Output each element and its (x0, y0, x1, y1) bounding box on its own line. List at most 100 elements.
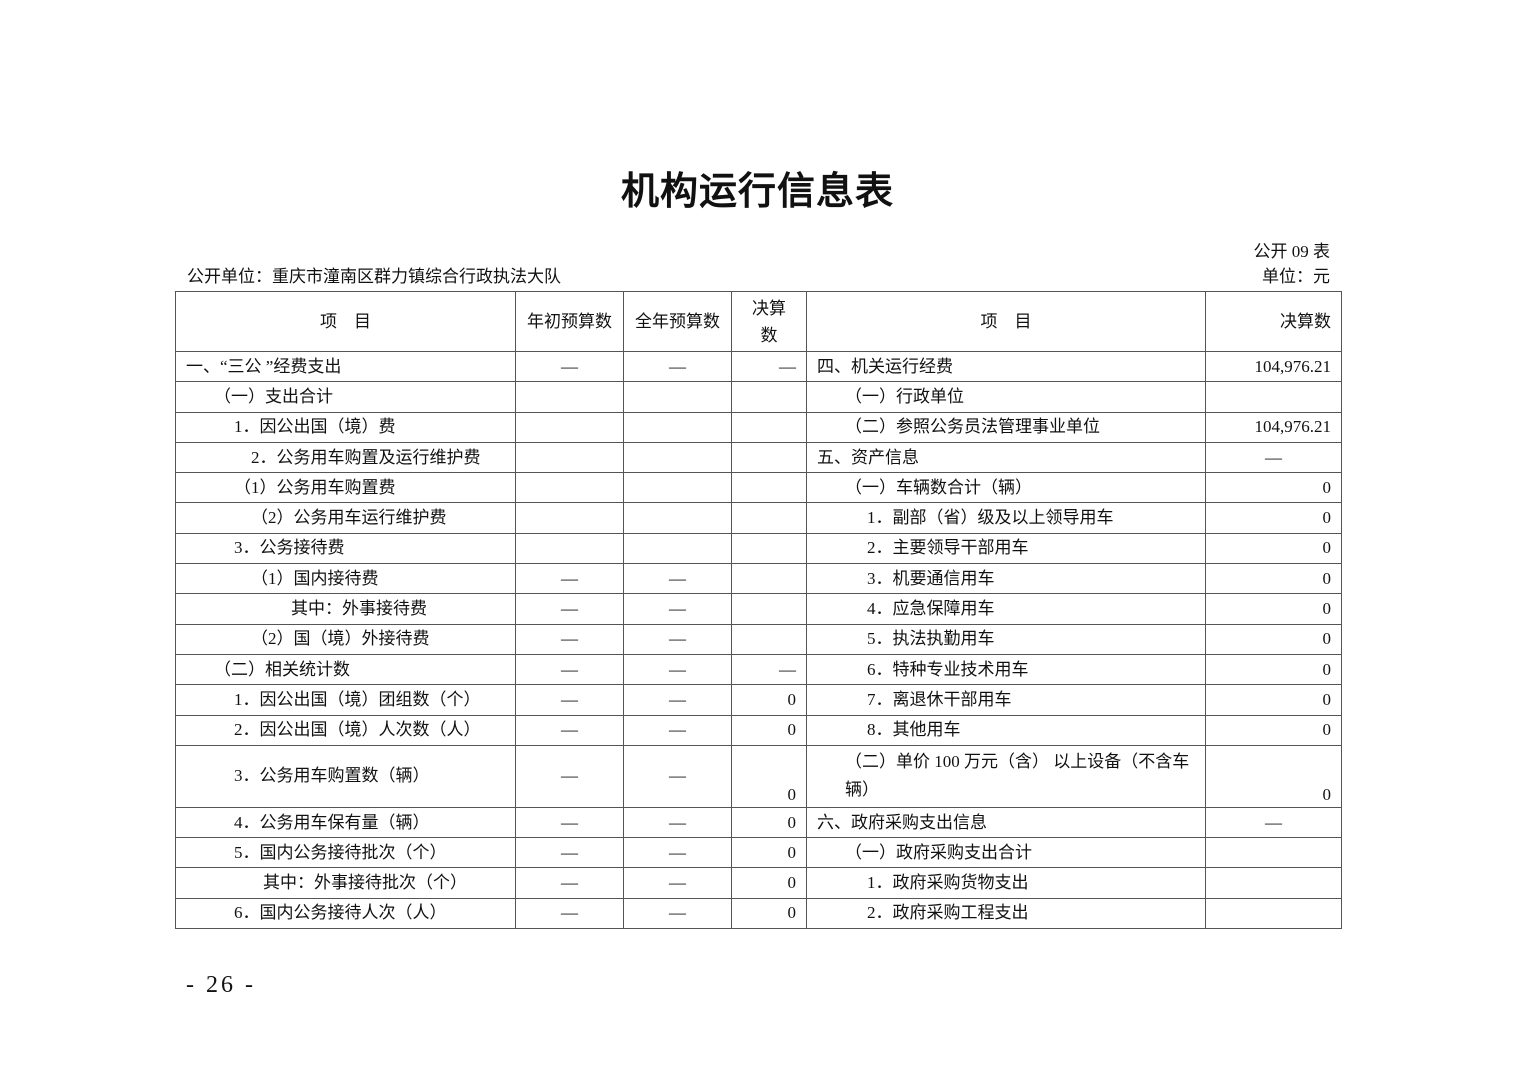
table-row: 1．因公出国（境）费 （二）参照公务员法管理事业单位 104,976.21 (175, 411, 1342, 443)
item-label: 其中：外事接待批次（个） (175, 867, 516, 899)
item-label: （2）公务用车运行维护费 (175, 502, 516, 534)
item-label: 2．公务用车购置及运行维护费 (175, 441, 516, 474)
final-account-value (731, 532, 807, 565)
initial-budget-value: — (515, 684, 624, 716)
table-row: 其中：外事接待费 — —4．应急保障用车 0 (175, 593, 1342, 625)
table-row: （一）支出合计 （一）行政单位 (175, 381, 1342, 413)
right-item-label: 6．特种专业技术用车 (806, 653, 1206, 686)
initial-budget-value (515, 381, 624, 413)
annual-budget-value: — (623, 563, 732, 595)
initial-budget-value: — (515, 653, 624, 686)
header-row: 项 目 年初预算数 全年预算数 决算数 项 目 决算数 (175, 291, 1342, 352)
final-account-value (731, 472, 807, 504)
item-label: 4．公务用车保有量（辆） (175, 806, 516, 839)
item-label: （1）公务用车购置费 (175, 472, 516, 504)
annual-budget-value: — (623, 684, 732, 716)
right-item-label: （一）行政单位 (806, 381, 1206, 413)
final-account-value: 0 (731, 867, 807, 899)
annual-budget-value (623, 411, 732, 443)
right-final-value: 0 (1205, 502, 1342, 534)
final-account-value (731, 593, 807, 625)
annual-budget-value (623, 472, 732, 504)
right-final-value (1205, 867, 1342, 899)
right-final-value: — (1205, 806, 1342, 839)
right-final-value (1205, 897, 1342, 930)
initial-budget-value (515, 411, 624, 443)
table-row: 5．国内公务接待批次（个） — —0 （一）政府采购支出合计 (175, 837, 1342, 869)
annual-budget-value: — (623, 837, 732, 869)
initial-budget-value (515, 441, 624, 474)
right-final-value: 0 (1205, 744, 1342, 808)
annual-budget-value (623, 441, 732, 474)
item-label: （一）支出合计 (175, 381, 516, 413)
right-final-value: 0 (1205, 532, 1342, 565)
initial-budget-value (515, 502, 624, 534)
final-account-value: 0 (731, 806, 807, 839)
item-label: 6．国内公务接待人次（人） (175, 897, 516, 930)
annual-budget-value: — (623, 867, 732, 899)
table-row: （1）公务用车购置费 （一）车辆数合计（辆） 0 (175, 472, 1342, 504)
right-item-label: 4．应急保障用车 (806, 593, 1206, 625)
initial-budget-value (515, 472, 624, 504)
initial-budget-value: — (515, 714, 624, 746)
right-item-label: 2．主要领导干部用车 (806, 532, 1206, 565)
right-item-label: 六、政府采购支出信息 (806, 806, 1206, 839)
right-final-value: 104,976.21 (1205, 411, 1342, 443)
table-row: 4．公务用车保有量（辆） — —0 六、政府采购支出信息 — (175, 806, 1342, 839)
header-initial-budget: 年初预算数 (515, 291, 624, 352)
initial-budget-value: — (515, 563, 624, 595)
item-label: 3．公务接待费 (175, 532, 516, 565)
header-final-right: 决算数 (1205, 291, 1342, 352)
final-account-value: 0 (731, 744, 807, 808)
item-label: 1．因公出国（境）团组数（个） (175, 684, 516, 716)
annual-budget-value: — (623, 744, 732, 808)
table-row: （二）相关统计数 — — —6．特种专业技术用车 0 (175, 653, 1342, 686)
final-account-value (731, 623, 807, 655)
right-item-label: 7．离退休干部用车 (806, 684, 1206, 716)
annual-budget-value (623, 502, 732, 534)
annual-budget-value: — (623, 806, 732, 839)
initial-budget-value: — (515, 350, 624, 383)
final-account-value: 0 (731, 837, 807, 869)
right-item-label: （一）政府采购支出合计 (806, 837, 1206, 869)
page-title: 机构运行信息表 (620, 171, 894, 213)
initial-budget-value (515, 532, 624, 565)
right-item-label: 5．执法执勤用车 (806, 623, 1206, 655)
page-number: - 26 - (186, 972, 256, 998)
final-account-value: — (731, 653, 807, 686)
right-item-label: 3．机要通信用车 (806, 563, 1206, 595)
table-row: 2．公务用车购置及运行维护费 五、资产信息 — (175, 441, 1342, 474)
right-item-label: （二）参照公务员法管理事业单位 (806, 411, 1206, 443)
item-label: 其中：外事接待费 (175, 593, 516, 625)
table-row: （2）公务用车运行维护费 1．副部（省）级及以上领导用车 0 (175, 502, 1342, 534)
right-final-value: 0 (1205, 684, 1342, 716)
table-row: 一、“三公 ”经费支出 — — — 四、机关运行经费 104,976.21 (175, 350, 1342, 383)
table-row: 3．公务接待费 2．主要领导干部用车 0 (175, 532, 1342, 565)
header-item-left: 项 目 (175, 291, 516, 352)
table-row: 其中：外事接待批次（个） — —0 1．政府采购货物支出 (175, 867, 1342, 899)
annual-budget-value (623, 381, 732, 413)
initial-budget-value: — (515, 837, 624, 869)
right-item-label: 1．政府采购货物支出 (806, 867, 1206, 899)
initial-budget-value: — (515, 593, 624, 625)
header-item-right: 项 目 (806, 291, 1206, 352)
right-final-value: 104,976.21 (1205, 350, 1342, 383)
right-item-label: （二）单价 100 万元（含） 以上设备（不含车辆） (806, 744, 1206, 808)
item-label: 一、“三公 ”经费支出 (175, 350, 516, 383)
right-item-label: 8．其他用车 (806, 714, 1206, 746)
organization-label: 公开单位：重庆市潼南区群力镇综合行政执法大队 (187, 267, 561, 286)
final-account-value (731, 441, 807, 474)
right-final-value: — (1205, 441, 1342, 474)
item-label: 3．公务用车购置数（辆） (175, 744, 516, 808)
final-account-value (731, 563, 807, 595)
final-account-value (731, 502, 807, 534)
info-table: 项 目 年初预算数 全年预算数 决算数 项 目 决算数 一、“三公 ”经费支出 —… (175, 291, 1342, 930)
initial-budget-value: — (515, 806, 624, 839)
unit-label: 单位：元 (1262, 267, 1330, 286)
annual-budget-value: — (623, 897, 732, 930)
final-account-value (731, 381, 807, 413)
header-final-account: 决算数 (731, 291, 807, 352)
annual-budget-value: — (623, 623, 732, 655)
item-label: （1）国内接待费 (175, 563, 516, 595)
table-row: （2）国（境）外接待费 — —5．执法执勤用车 0 (175, 623, 1342, 655)
